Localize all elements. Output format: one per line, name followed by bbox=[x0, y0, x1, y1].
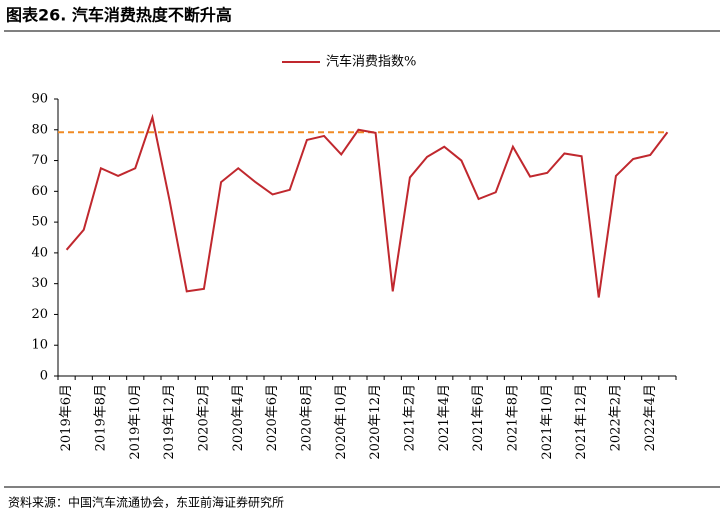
y-tick-label: 0 bbox=[40, 369, 48, 384]
y-tick-label: 10 bbox=[31, 338, 48, 353]
x-tick-label: 2019年10月 bbox=[128, 384, 143, 460]
x-tick-label: 2020年10月 bbox=[334, 384, 349, 460]
source: 资料来源：中国汽车流通协会，东亚前海证券研究所 bbox=[8, 495, 284, 510]
x-tick-label: 2022年4月 bbox=[643, 384, 658, 451]
y-tick-label: 40 bbox=[31, 245, 48, 260]
x-tick-label: 2019年6月 bbox=[59, 384, 74, 451]
x-tick-label: 2021年10月 bbox=[540, 384, 555, 460]
x-tick-label: 2019年8月 bbox=[93, 384, 108, 451]
series-line bbox=[65, 113, 669, 298]
legend-label: 汽车消费指数% bbox=[326, 54, 416, 70]
x-tick-label: 2021年4月 bbox=[437, 384, 452, 451]
x-tick-label: 2020年8月 bbox=[299, 384, 314, 451]
x-tick-label: 2021年12月 bbox=[574, 384, 589, 460]
y-tick-label: 50 bbox=[31, 215, 48, 230]
y-tick-label: 80 bbox=[31, 122, 48, 137]
x-tick-label: 2021年8月 bbox=[505, 384, 520, 451]
x-tick-label: 2020年12月 bbox=[368, 384, 383, 460]
chart-title: 图表26. 汽车消费热度不断升高 bbox=[6, 6, 232, 25]
y-tick-label: 90 bbox=[31, 92, 48, 107]
y-tick-label: 30 bbox=[31, 276, 48, 291]
y-tick-label: 60 bbox=[31, 184, 48, 199]
y-tick-label: 70 bbox=[31, 153, 48, 168]
x-tick-label: 2022年2月 bbox=[608, 384, 623, 451]
x-tick-label: 2020年6月 bbox=[265, 384, 280, 451]
x-tick-label: 2020年4月 bbox=[231, 384, 246, 451]
y-tick-label: 20 bbox=[31, 307, 48, 322]
x-tick-label: 2021年6月 bbox=[471, 384, 486, 451]
x-tick-label: 2019年12月 bbox=[162, 384, 177, 460]
x-tick-label: 2020年2月 bbox=[196, 384, 211, 451]
x-tick-label: 2021年2月 bbox=[402, 384, 417, 451]
